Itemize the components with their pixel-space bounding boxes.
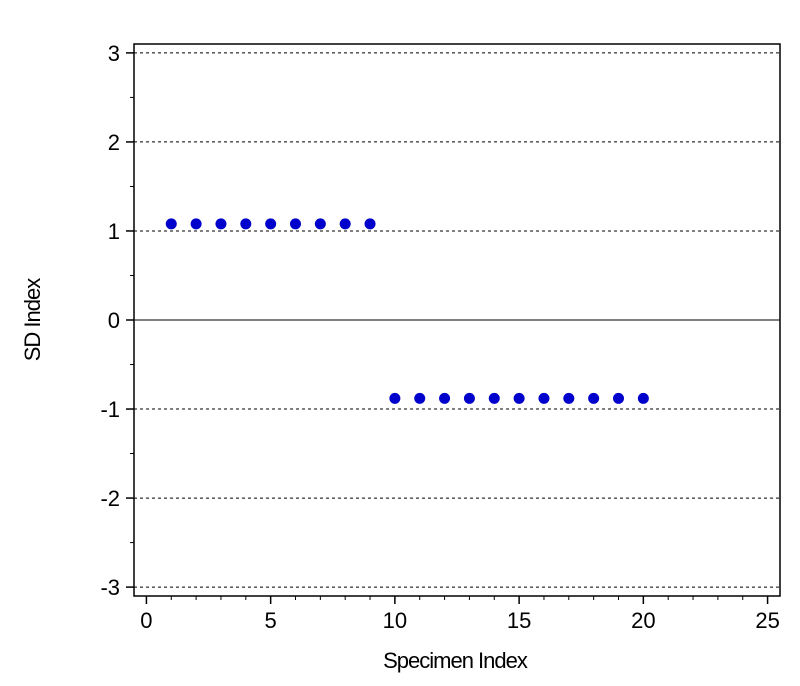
- y-axis-ticks: -3 -2 -1 0 1 2 3: [100, 41, 134, 600]
- data-point: [165, 218, 177, 230]
- data-point: [538, 392, 550, 404]
- data-point: [240, 218, 252, 230]
- data-point: [439, 392, 451, 404]
- x-tick-label: 15: [507, 608, 531, 633]
- data-points: [165, 218, 649, 404]
- x-tick-label: 25: [755, 608, 779, 633]
- gridlines: [134, 52, 780, 588]
- y-tick-label: -2: [100, 486, 120, 511]
- data-point: [414, 392, 426, 404]
- y-tick-label: 0: [108, 308, 120, 333]
- x-axis-title: Specimen Index: [383, 648, 528, 673]
- y-tick-label: 1: [108, 219, 120, 244]
- y-axis-title: SD Index: [20, 278, 45, 361]
- y-tick-label: -1: [100, 397, 120, 422]
- data-point: [588, 392, 600, 404]
- x-tick-label: 20: [631, 608, 655, 633]
- data-point: [613, 392, 624, 404]
- x-tick-label: 10: [383, 608, 407, 633]
- data-point: [488, 392, 500, 404]
- y-tick-label: -3: [100, 575, 120, 600]
- data-point: [290, 218, 301, 230]
- data-point: [513, 392, 525, 404]
- data-point: [215, 218, 227, 230]
- data-point: [563, 392, 575, 404]
- data-point: [389, 392, 401, 404]
- y-tick-label: 3: [108, 41, 120, 66]
- data-point: [364, 218, 376, 230]
- data-point: [314, 218, 326, 230]
- data-point: [265, 218, 277, 230]
- x-tick-label: 5: [265, 608, 277, 633]
- data-point: [463, 392, 475, 404]
- data-point: [339, 218, 351, 230]
- data-point: [637, 392, 649, 404]
- data-point: [190, 218, 202, 230]
- x-axis-ticks: 0 5 10 15 20 25: [140, 596, 780, 633]
- y-tick-label: 2: [108, 130, 120, 155]
- x-tick-label: 0: [140, 608, 152, 633]
